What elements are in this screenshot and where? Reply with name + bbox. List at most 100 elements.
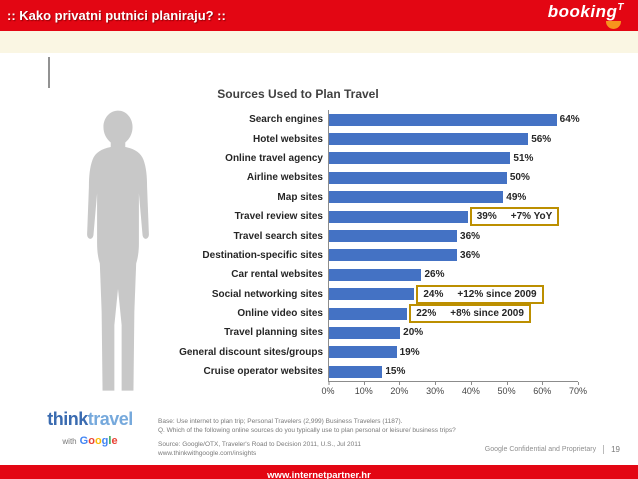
value-label: 20% bbox=[403, 327, 424, 339]
bar bbox=[329, 249, 458, 262]
x-tick-label: 30% bbox=[426, 382, 445, 397]
x-axis: 0% 10% 20% 30% 40% 50% 60% 70% bbox=[321, 381, 587, 398]
value-label: 56% bbox=[531, 133, 552, 145]
bar-track: 56% bbox=[328, 129, 578, 149]
chart-row: Search engines 64% bbox=[158, 110, 580, 130]
value-label: 39% bbox=[476, 211, 497, 223]
bar-track: 24% +12% since 2009 bbox=[328, 284, 578, 304]
value-label: 22% bbox=[416, 308, 437, 320]
bar-track: 50% bbox=[328, 168, 578, 188]
bar bbox=[329, 288, 415, 301]
chart-row: Hotel websites 56% bbox=[158, 129, 578, 149]
x-tick-label: 10% bbox=[354, 382, 373, 397]
thinktravel-logo-think: think bbox=[47, 409, 88, 429]
footer-bar: www.internetpartner.hr bbox=[0, 465, 638, 479]
confidential-line: Google Confidential and Proprietary 19 bbox=[485, 445, 620, 454]
value-label: 15% bbox=[385, 366, 406, 378]
category-label: Social networking sites bbox=[211, 288, 323, 300]
x-tick-label: 0% bbox=[321, 382, 335, 397]
category-label: Destination-specific sites bbox=[202, 249, 323, 261]
category-label: Search engines bbox=[249, 114, 323, 126]
footnotes: Base: Use internet to plan trip; Persona… bbox=[158, 417, 463, 459]
confidential-text: Google Confidential and Proprietary bbox=[484, 446, 597, 453]
category-label: Car rental websites bbox=[231, 269, 323, 281]
bar bbox=[329, 113, 557, 126]
x-tick-label: 40% bbox=[461, 382, 480, 397]
bar bbox=[329, 171, 507, 184]
chart-row: Cruise operator websites 15% bbox=[158, 362, 578, 382]
category-label: Online travel agency bbox=[225, 152, 323, 164]
category-label: General discount sites/groups bbox=[179, 346, 323, 358]
chart-row: Online video sites 22% +8% since 2009 bbox=[158, 303, 578, 324]
thinktravel-logo-travel: travel bbox=[87, 409, 134, 429]
bar bbox=[329, 133, 529, 146]
bar bbox=[329, 191, 504, 204]
value-label: 51% bbox=[513, 152, 534, 164]
annotation-text: +8% since 2009 bbox=[450, 308, 524, 320]
booking-logo: bookingT bbox=[547, 2, 624, 29]
person-silhouette-image bbox=[87, 110, 149, 391]
bar-track: 22% +8% since 2009 bbox=[328, 303, 578, 324]
chart-row: General discount sites/groups 19% bbox=[158, 342, 578, 363]
decorative-divider bbox=[48, 57, 50, 88]
chart-rows: Search engines 64% Hotel websites 56% Online… bbox=[158, 110, 580, 382]
header-bar: :: Kako privatni putnici planiraju? :: b… bbox=[0, 0, 638, 31]
value-label: 64% bbox=[559, 114, 580, 126]
x-tick-label: 50% bbox=[497, 382, 516, 397]
chart-title: Sources Used to Plan Travel bbox=[217, 87, 379, 101]
booking-logo-smile-icon bbox=[606, 21, 621, 29]
category-label: Hotel websites bbox=[252, 133, 323, 145]
bar-track: 49% bbox=[328, 187, 578, 207]
slide-panel: Sources Used to Plan Travel Search engin… bbox=[0, 53, 638, 465]
page-title: :: Kako privatni putnici planiraju? :: bbox=[7, 8, 226, 23]
bar-track: 15% bbox=[328, 362, 578, 382]
category-label: Map sites bbox=[277, 191, 323, 203]
value-label: 19% bbox=[399, 346, 420, 358]
bar-track: 19% bbox=[328, 342, 578, 363]
category-label: Travel search sites bbox=[233, 230, 323, 242]
chart-row: Map sites 49% bbox=[158, 187, 578, 207]
page-number: 19 bbox=[603, 445, 620, 454]
booking-logo-text: booking bbox=[547, 2, 618, 21]
annotation-box: 24% +12% since 2009 bbox=[416, 284, 544, 304]
chart-row: Destination-specific sites 36% bbox=[158, 245, 578, 266]
category-label: Travel planning sites bbox=[224, 327, 323, 339]
bar bbox=[329, 268, 422, 281]
value-label: 36% bbox=[460, 249, 481, 261]
value-label: 36% bbox=[460, 230, 481, 242]
category-label: Online video sites bbox=[237, 308, 323, 320]
footnote-source-url: www.thinkwithgoogle.com/insights bbox=[158, 450, 257, 458]
footer-url: www.internetpartner.hr bbox=[267, 470, 371, 479]
bar bbox=[329, 152, 511, 165]
bar-track: 26% bbox=[328, 265, 578, 285]
value-label: 50% bbox=[509, 172, 530, 184]
bar-track: 64% bbox=[328, 110, 580, 130]
x-tick-label: 70% bbox=[568, 382, 588, 397]
bar bbox=[329, 346, 397, 359]
bar-track: 51% bbox=[328, 148, 578, 169]
footnote-source: Source: Google/OTX, Traveler's Road to D… bbox=[158, 440, 361, 448]
chart-row: Travel search sites 36% bbox=[158, 226, 578, 246]
chart-row: Airline websites 50% bbox=[158, 168, 578, 188]
thinktravel-logo: thinktravel with Google bbox=[26, 409, 154, 449]
bar-track: 20% bbox=[328, 323, 578, 343]
chart-row: Social networking sites 24% +12% since 200… bbox=[158, 284, 578, 304]
chart-row: Travel review sites 39% +7% YoY bbox=[158, 206, 578, 227]
bar bbox=[329, 326, 401, 339]
category-label: Travel review sites bbox=[234, 211, 323, 223]
category-label: Airline websites bbox=[246, 172, 323, 184]
annotation-text: +7% YoY bbox=[510, 211, 553, 223]
bar bbox=[329, 365, 383, 378]
with-label: with bbox=[62, 437, 77, 446]
value-label: 49% bbox=[506, 191, 527, 203]
bar-track: 36% bbox=[328, 245, 578, 266]
chart-row: Car rental websites 26% bbox=[158, 265, 578, 285]
google-logo: Google bbox=[79, 435, 118, 447]
bar-track: 36% bbox=[328, 226, 578, 246]
footnote-base: Base: Use internet to plan trip; Persona… bbox=[158, 418, 403, 425]
annotation-box: 39% +7% YoY bbox=[469, 207, 560, 227]
bar bbox=[329, 230, 458, 243]
footnote-question: Q. Which of the following online sources… bbox=[158, 427, 456, 435]
x-tick-label: 20% bbox=[390, 382, 409, 397]
